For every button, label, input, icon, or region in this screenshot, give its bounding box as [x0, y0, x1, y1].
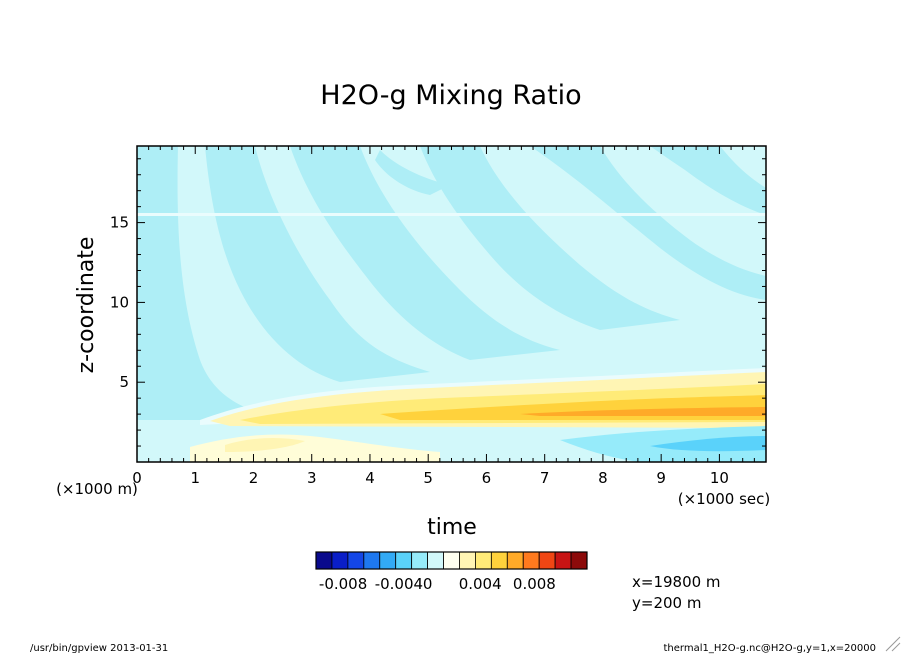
colorbar-swatch [506, 551, 524, 570]
info-line-x: x=19800 m [632, 573, 721, 591]
contour-stripe [650, 146, 766, 215]
contour-stripe [205, 146, 430, 382]
x-tick-label: 8 [598, 469, 608, 487]
contour-stripe [420, 146, 680, 330]
colorbar-swatch [427, 551, 444, 570]
x-tick-label: 0 [132, 469, 142, 487]
x-tick-label: 6 [482, 469, 492, 487]
colorbar-tick-label: -0.004 [375, 575, 423, 593]
footer-left: /usr/bin/gpview 2013-01-31 [30, 643, 168, 654]
x-axis: 0 1 2 3 4 5 6 7 8 9 10 [132, 146, 767, 487]
colorbar-swatch [379, 551, 397, 570]
colorbar-swatch [443, 551, 460, 570]
x-tick-label: 3 [307, 469, 317, 487]
contour-low-cyan [560, 426, 766, 462]
x-tick-label: 7 [540, 469, 550, 487]
colorbar-swatch [363, 551, 381, 570]
colorbar-swatch [522, 551, 540, 570]
y-tick-label: 5 [119, 373, 129, 391]
colorbar-frame [315, 551, 588, 570]
colorbar-swatch [538, 551, 556, 570]
resize-grip-icon[interactable] [885, 636, 901, 652]
x-tick-label: 10 [710, 469, 729, 487]
contour-stripe [375, 150, 450, 195]
chart-title: H2O-g Mixing Ratio [320, 80, 581, 111]
x-axis-label: time [427, 515, 477, 540]
colorbar-tick-label: 0.008 [513, 575, 556, 593]
x-tick-label: 1 [190, 469, 200, 487]
colorbar: -0.008 -0.004 0 0.004 0.008 [315, 551, 588, 593]
info-line-y: y=200 m [632, 594, 701, 612]
colorbar-swatch [395, 551, 413, 570]
y-axis-label: z-coordinate [74, 237, 99, 374]
colorbar-swatch [554, 551, 572, 570]
colorbar-swatch [315, 551, 333, 570]
y-axis: 5 10 15 [110, 158, 766, 447]
colorbar-tick-label: -0.008 [319, 575, 367, 593]
contour-low-cyan2 [650, 436, 766, 452]
contour-low-yellow2 [225, 437, 305, 452]
y-axis-unit: (×1000 m) [56, 480, 138, 498]
x-tick-label: 2 [249, 469, 259, 487]
colorbar-tick-label: 0.004 [459, 575, 502, 593]
colorbar-swatch [475, 551, 492, 570]
colorbar-swatch [347, 551, 365, 570]
x-tick-label: 9 [656, 469, 666, 487]
contour-stripe [290, 146, 560, 360]
x-axis-unit: (×1000 sec) [678, 490, 771, 508]
footer-right: thermal1_H2O-g.nc@H2O-g,y=1,x=20000 [664, 643, 876, 654]
contour-mid-orange [520, 407, 766, 416]
colorbar-tick-label: 0 [423, 575, 433, 593]
contour-field [137, 146, 766, 462]
colorbar-swatch [411, 551, 428, 570]
x-tick-label: 4 [365, 469, 375, 487]
colorbar-swatch [570, 551, 588, 570]
contour-stripe [530, 146, 766, 300]
contour-artifact-line [137, 213, 766, 216]
y-tick-label: 10 [110, 293, 129, 311]
x-tick-label: 5 [423, 469, 433, 487]
colorbar-swatch [490, 551, 508, 570]
colorbar-swatch [331, 551, 349, 570]
y-tick-label: 15 [110, 214, 129, 232]
colorbar-swatch [459, 551, 476, 570]
